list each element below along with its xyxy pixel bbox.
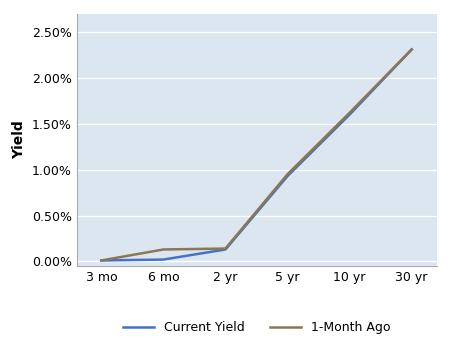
1-Month Ago <box>161 248 166 252</box>
Legend: Current Yield, 1-Month Ago: Current Yield, 1-Month Ago <box>117 315 396 341</box>
1-Month Ago <box>409 47 414 51</box>
Y-axis label: Yield: Yield <box>12 120 26 159</box>
Current Yield <box>161 257 166 262</box>
1-Month Ago <box>223 247 228 251</box>
Current Yield <box>223 248 228 252</box>
Line: 1-Month Ago: 1-Month Ago <box>101 49 412 261</box>
Current Yield <box>409 47 414 51</box>
1-Month Ago <box>285 172 290 176</box>
1-Month Ago <box>99 258 104 263</box>
Current Yield <box>99 258 104 263</box>
1-Month Ago <box>347 111 352 115</box>
Line: Current Yield: Current Yield <box>101 49 412 261</box>
Current Yield <box>285 174 290 178</box>
Current Yield <box>347 113 352 117</box>
